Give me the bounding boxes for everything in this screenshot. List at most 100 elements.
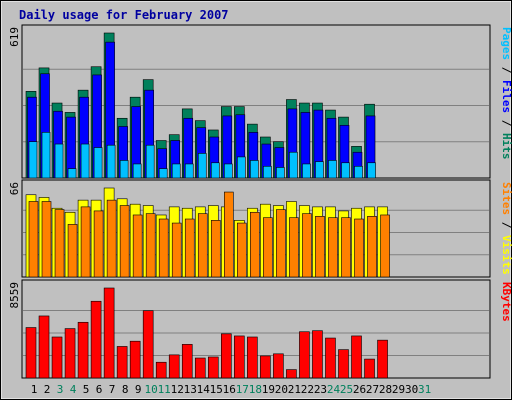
bar-sites-14 — [197, 213, 208, 278]
bar-pages-24 — [328, 160, 337, 179]
bar-kbytes-6 — [90, 300, 102, 379]
chart-title: Daily usage for February 2007 — [19, 8, 229, 22]
bar-pages-23 — [315, 161, 324, 179]
bar-kbytes-13 — [181, 344, 193, 379]
bar-pages-25 — [341, 162, 350, 179]
bar-sites-4 — [67, 224, 78, 278]
bar-kbytes-25 — [338, 349, 349, 379]
bar-sites-16 — [224, 191, 234, 278]
bar-pages-12 — [171, 163, 181, 179]
x-tick-label: 24 — [327, 383, 341, 396]
panel-side-label: Sites / Visits — [500, 182, 512, 275]
x-tick-label: 10 — [145, 383, 158, 396]
bar-sites-25 — [341, 217, 351, 278]
panel-hits_files_pages: 619 Pages / Files / Hits — [8, 24, 512, 179]
bar-pages-9 — [132, 163, 142, 179]
side-label-segment: Pages — [500, 27, 512, 60]
panel-side-label: Pages / Files / Hits — [500, 27, 512, 160]
bar-kbytes-15 — [207, 356, 219, 379]
panel-max-label: 619 — [8, 27, 21, 47]
bar-kbytes-14 — [194, 357, 206, 379]
x-tick-label: 25 — [340, 383, 353, 396]
bar-kbytes-24 — [325, 337, 336, 379]
x-tick-label: 1 — [31, 383, 38, 396]
bar-sites-27 — [367, 216, 377, 278]
side-label-segment: Visits — [500, 235, 512, 275]
x-tick-label: 7 — [109, 383, 116, 396]
bar-sites-28 — [380, 214, 390, 278]
bar-kbytes-17 — [234, 335, 245, 379]
x-tick-label: 26 — [353, 383, 366, 396]
x-tick-label: 5 — [83, 383, 90, 396]
bar-kbytes-3 — [51, 336, 63, 379]
x-tick-label: 27 — [366, 383, 379, 396]
bar-sites-1 — [28, 201, 39, 278]
x-tick-label: 16 — [223, 383, 236, 396]
bar-kbytes-19 — [260, 355, 271, 379]
x-tick-label: 23 — [314, 383, 327, 396]
panel-kbytes: 8559 KBytes — [8, 279, 512, 379]
panel-max-label: 66 — [8, 182, 21, 195]
bar-pages-26 — [354, 165, 363, 179]
bar-pages-1 — [28, 141, 38, 179]
x-tick-label: 30 — [405, 383, 418, 396]
bar-sites-18 — [250, 211, 260, 278]
x-tick-label: 3 — [57, 383, 64, 396]
side-label-segment: Hits — [500, 133, 512, 160]
bar-sites-23 — [315, 216, 325, 278]
bar-kbytes-21 — [286, 369, 297, 379]
x-tick-label: 20 — [275, 383, 288, 396]
bar-pages-14 — [197, 153, 207, 179]
bar-sites-10 — [145, 213, 156, 278]
chart-panels: 619 Pages / Files / Hits 66 Sites / Visits 8… — [8, 24, 512, 379]
side-label-segment: / — [500, 60, 512, 80]
bar-sites-5 — [80, 206, 91, 278]
bar-pages-4 — [67, 168, 77, 179]
bar-sites-3 — [54, 209, 65, 278]
bar-sites-13 — [184, 218, 195, 278]
bar-kbytes-11 — [155, 361, 167, 379]
x-tick-label: 31 — [418, 383, 431, 396]
bar-sites-15 — [210, 220, 221, 278]
bar-sites-2 — [41, 201, 52, 278]
bar-sites-6 — [93, 210, 104, 278]
bar-kbytes-7 — [103, 287, 115, 379]
bar-kbytes-22 — [299, 331, 310, 379]
bar-pages-19 — [263, 165, 272, 179]
bar-sites-24 — [328, 217, 338, 278]
bar-kbytes-18 — [247, 336, 258, 379]
bar-kbytes-4 — [64, 328, 76, 379]
bar-pages-2 — [41, 132, 51, 179]
bar-kbytes-2 — [38, 315, 50, 379]
side-label-segment: Sites — [500, 182, 512, 215]
bar-sites-8 — [119, 205, 130, 278]
side-label-segment: / — [500, 113, 512, 133]
bar-pages-17 — [237, 156, 246, 179]
x-tick-label: 6 — [96, 383, 103, 396]
bar-pages-20 — [276, 167, 285, 179]
bar-pages-3 — [54, 143, 64, 179]
bar-sites-7 — [106, 199, 117, 278]
x-axis-labels: 1 2 3 4 5 6 7 8 9 10 11 12 13 14 15 16 17 18 19 20 21 22 23 24 2… — [31, 383, 432, 396]
bar-kbytes-27 — [364, 358, 375, 379]
side-label-segment: / — [500, 215, 512, 235]
x-tick-label: 19 — [262, 383, 275, 396]
x-tick-label: 17 — [236, 383, 249, 396]
bar-pages-6 — [93, 147, 103, 179]
panel-visits_sites: 66 Sites / Visits — [8, 179, 512, 278]
x-tick-label: 22 — [301, 383, 314, 396]
bar-pages-27 — [367, 162, 376, 179]
x-tick-label: 14 — [197, 383, 211, 396]
bar-kbytes-8 — [116, 346, 128, 379]
bar-kbytes-1 — [25, 327, 37, 379]
bar-pages-7 — [106, 144, 116, 179]
bar-pages-22 — [302, 163, 311, 179]
x-tick-label: 28 — [379, 383, 392, 396]
x-tick-label: 2 — [44, 383, 51, 396]
bar-pages-11 — [158, 168, 168, 179]
side-label-segment: Files — [500, 80, 512, 113]
bar-sites-12 — [171, 222, 182, 278]
x-tick-label: 13 — [184, 383, 197, 396]
